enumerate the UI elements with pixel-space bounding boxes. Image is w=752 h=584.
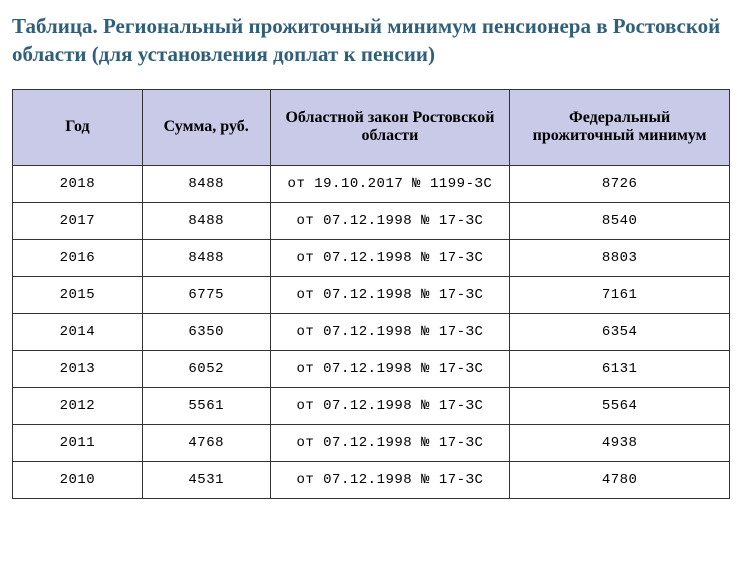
cell-law: от 07.12.1998 № 17-ЗС xyxy=(270,202,510,239)
table-row: 2016 8488 от 07.12.1998 № 17-ЗС 8803 xyxy=(13,239,730,276)
cell-sum: 8488 xyxy=(142,202,270,239)
table-row: 2018 8488 от 19.10.2017 № 1199-ЗС 8726 xyxy=(13,165,730,202)
col-header-sum: Сумма, руб. xyxy=(142,89,270,165)
cell-sum: 4768 xyxy=(142,424,270,461)
table-row: 2013 6052 от 07.12.1998 № 17-ЗС 6131 xyxy=(13,350,730,387)
cell-year: 2015 xyxy=(13,276,143,313)
cell-fed: 7161 xyxy=(510,276,730,313)
table-row: 2017 8488 от 07.12.1998 № 17-ЗС 8540 xyxy=(13,202,730,239)
cell-law: от 19.10.2017 № 1199-ЗС xyxy=(270,165,510,202)
table-row: 2012 5561 от 07.12.1998 № 17-ЗС 5564 xyxy=(13,387,730,424)
cell-fed: 4780 xyxy=(510,461,730,498)
cell-law: от 07.12.1998 № 17-ЗС xyxy=(270,276,510,313)
cell-year: 2010 xyxy=(13,461,143,498)
cell-year: 2013 xyxy=(13,350,143,387)
col-header-year: Год xyxy=(13,89,143,165)
page-title: Таблица. Региональный прожиточный миниму… xyxy=(12,12,740,69)
cell-fed: 6131 xyxy=(510,350,730,387)
pension-table: Год Сумма, руб. Областной закон Ростовск… xyxy=(12,89,730,499)
cell-year: 2014 xyxy=(13,313,143,350)
cell-sum: 8488 xyxy=(142,239,270,276)
cell-sum: 8488 xyxy=(142,165,270,202)
cell-fed: 6354 xyxy=(510,313,730,350)
col-header-fed: Федеральный прожиточный минимум xyxy=(510,89,730,165)
col-header-law: Областной закон Ростовской области xyxy=(270,89,510,165)
cell-fed: 8803 xyxy=(510,239,730,276)
cell-sum: 6775 xyxy=(142,276,270,313)
table-row: 2011 4768 от 07.12.1998 № 17-ЗС 4938 xyxy=(13,424,730,461)
table-row: 2015 6775 от 07.12.1998 № 17-ЗС 7161 xyxy=(13,276,730,313)
cell-year: 2016 xyxy=(13,239,143,276)
table-row: 2014 6350 от 07.12.1998 № 17-ЗС 6354 xyxy=(13,313,730,350)
cell-law: от 07.12.1998 № 17-ЗС xyxy=(270,461,510,498)
cell-fed: 8540 xyxy=(510,202,730,239)
cell-fed: 5564 xyxy=(510,387,730,424)
cell-year: 2011 xyxy=(13,424,143,461)
cell-law: от 07.12.1998 № 17-ЗС xyxy=(270,350,510,387)
cell-sum: 6350 xyxy=(142,313,270,350)
table-row: 2010 4531 от 07.12.1998 № 17-ЗС 4780 xyxy=(13,461,730,498)
cell-sum: 4531 xyxy=(142,461,270,498)
cell-fed: 4938 xyxy=(510,424,730,461)
cell-sum: 5561 xyxy=(142,387,270,424)
cell-law: от 07.12.1998 № 17-ЗС xyxy=(270,239,510,276)
table-header-row: Год Сумма, руб. Областной закон Ростовск… xyxy=(13,89,730,165)
cell-law: от 07.12.1998 № 17-ЗС xyxy=(270,313,510,350)
cell-year: 2018 xyxy=(13,165,143,202)
cell-year: 2012 xyxy=(13,387,143,424)
cell-law: от 07.12.1998 № 17-ЗС xyxy=(270,387,510,424)
cell-fed: 8726 xyxy=(510,165,730,202)
cell-law: от 07.12.1998 № 17-ЗС xyxy=(270,424,510,461)
cell-sum: 6052 xyxy=(142,350,270,387)
cell-year: 2017 xyxy=(13,202,143,239)
